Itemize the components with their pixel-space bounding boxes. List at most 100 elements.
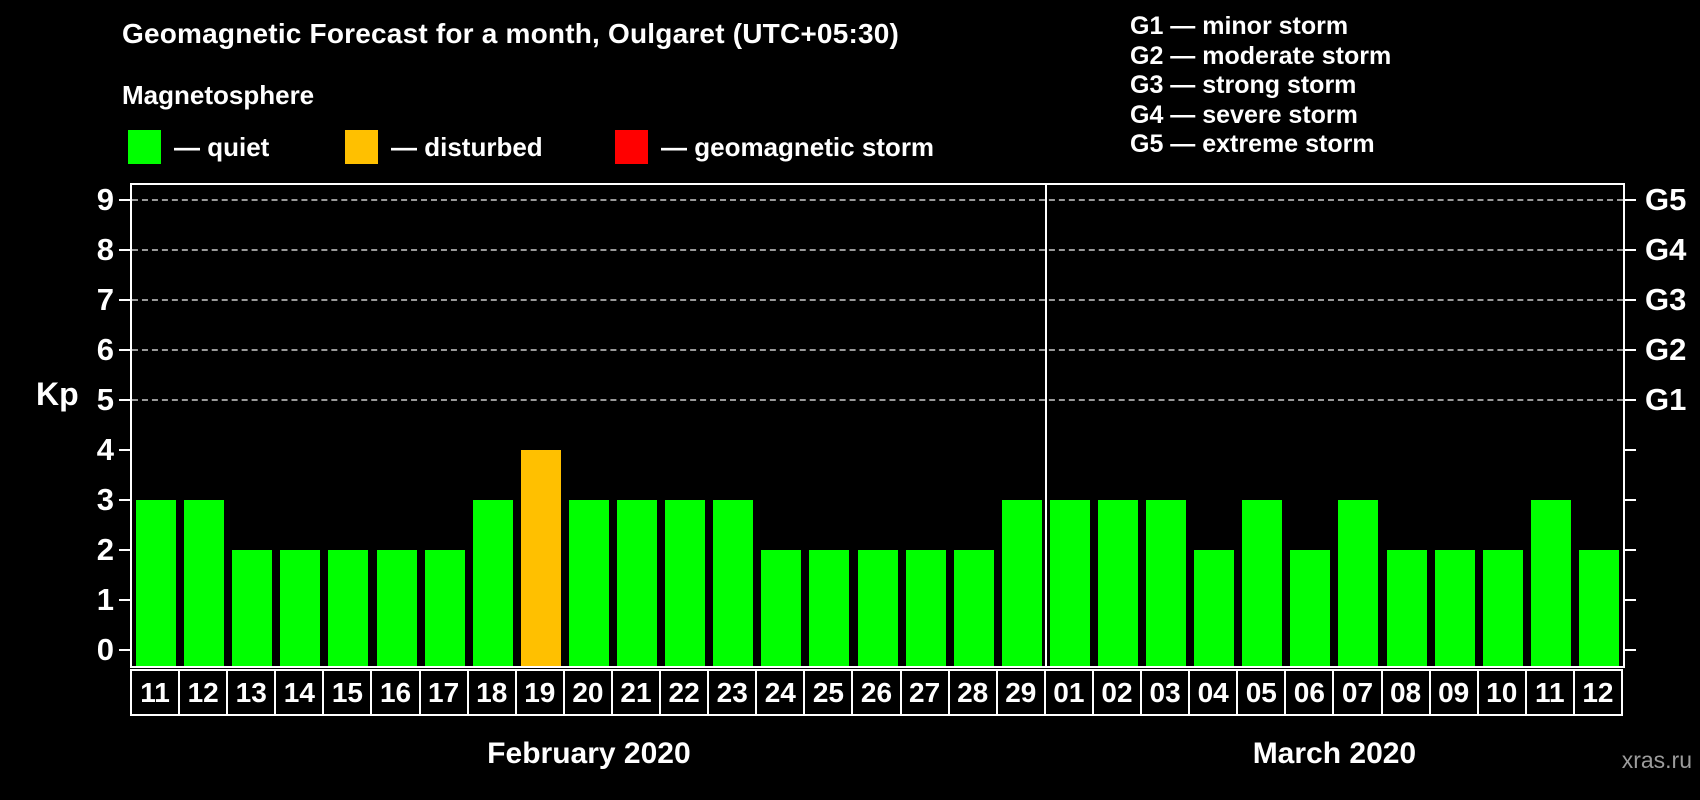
day-label: 05 — [1236, 669, 1287, 716]
kp-bar-day-11 — [136, 500, 177, 666]
kp-bar-day-19 — [520, 450, 561, 666]
y-tick-label-4: 4 — [96, 432, 114, 467]
kp-bar-day-28 — [953, 550, 994, 666]
y-tick-left-5 — [119, 399, 130, 401]
day-label: 29 — [995, 669, 1046, 716]
day-label: 01 — [1043, 669, 1094, 716]
kp-bar-day-22 — [665, 500, 706, 666]
legend-item-storm: — geomagnetic storm — [615, 130, 934, 164]
gridline-kp6 — [132, 349, 1623, 351]
day-label: 06 — [1284, 669, 1335, 716]
quiet-swatch-icon — [128, 130, 161, 164]
day-label: 07 — [1332, 669, 1383, 716]
month-separator-line — [1044, 183, 1047, 668]
y-tick-label-8: 8 — [96, 232, 114, 267]
gridline-kp8 — [132, 249, 1623, 251]
kp-bar-day-12 — [1578, 550, 1619, 666]
chart-subtitle: Magnetosphere — [122, 80, 315, 110]
watermark: xras.ru — [1621, 747, 1692, 773]
day-label: 12 — [1572, 669, 1623, 716]
kp-bar-day-29 — [1001, 500, 1042, 666]
day-label: 24 — [755, 669, 806, 716]
y-axis-title: Kp — [36, 376, 79, 412]
legend-label-quiet: — quiet — [174, 131, 270, 162]
day-label: 18 — [466, 669, 517, 716]
storm-scale-line-2: G2 — moderate storm — [1130, 41, 1392, 70]
day-label: 15 — [322, 669, 373, 716]
gridline-kp7 — [132, 299, 1623, 301]
day-label: 26 — [851, 669, 902, 716]
y-tick-left-8 — [119, 249, 130, 251]
storm-scale-line-4: G4 — severe storm — [1130, 100, 1358, 129]
y-tick-left-3 — [119, 499, 130, 501]
storm-swatch-icon — [615, 130, 648, 164]
kp-bar-day-16 — [376, 550, 417, 666]
kp-bar-day-02 — [1097, 500, 1138, 666]
y-tick-label-5: 5 — [96, 382, 114, 417]
right-axis-label-G4: G4 — [1645, 232, 1687, 267]
y-tick-right-1 — [1625, 599, 1636, 601]
kp-bar-day-15 — [328, 550, 369, 666]
storm-scale-line-5: G5 — extreme storm — [1130, 130, 1375, 158]
y-tick-label-1: 1 — [96, 582, 114, 617]
day-label: 08 — [1380, 669, 1431, 716]
kp-bar-day-21 — [617, 500, 658, 666]
day-label: 23 — [707, 669, 758, 716]
day-label: 13 — [226, 669, 277, 716]
y-tick-left-9 — [119, 199, 130, 201]
kp-bar-day-18 — [472, 500, 513, 666]
y-tick-label-2: 2 — [96, 532, 114, 567]
y-tick-right-8 — [1625, 249, 1636, 251]
day-label: 04 — [1188, 669, 1239, 716]
y-tick-left-6 — [119, 349, 130, 351]
legend-label-storm: — geomagnetic storm — [661, 131, 935, 162]
disturbed-swatch-icon — [345, 130, 378, 164]
day-label: 21 — [610, 669, 662, 716]
y-tick-label-7: 7 — [96, 282, 114, 317]
right-axis-label-G2: G2 — [1645, 332, 1687, 367]
day-label: 11 — [1524, 669, 1575, 716]
kp-bar-day-05 — [1242, 500, 1283, 666]
kp-bar-day-12 — [184, 500, 225, 666]
y-tick-left-1 — [119, 599, 130, 601]
day-label: 25 — [803, 669, 854, 716]
day-label: 16 — [370, 669, 421, 716]
day-label: 11 — [130, 669, 181, 716]
y-tick-left-7 — [119, 299, 130, 301]
day-label: 19 — [514, 669, 565, 716]
kp-bar-day-09 — [1434, 550, 1475, 666]
day-label: 14 — [274, 669, 325, 716]
kp-bar-day-11 — [1530, 500, 1571, 666]
y-tick-label-6: 6 — [96, 332, 114, 367]
kp-bar-day-27 — [905, 550, 946, 666]
y-tick-left-0 — [119, 649, 130, 651]
day-label: 03 — [1140, 669, 1191, 716]
kp-bar-day-04 — [1194, 550, 1235, 666]
day-label: 28 — [947, 669, 998, 716]
legend-item-disturbed: — disturbed — [345, 130, 543, 164]
day-label: 10 — [1476, 669, 1527, 716]
y-tick-label-9: 9 — [96, 182, 114, 217]
storm-scale-line-3: G3 — strong storm — [1130, 71, 1357, 99]
day-label: 09 — [1428, 669, 1479, 716]
kp-bar-day-07 — [1338, 500, 1379, 666]
y-tick-right-4 — [1625, 449, 1636, 451]
y-tick-right-2 — [1625, 549, 1636, 551]
y-tick-right-5 — [1625, 399, 1636, 401]
day-label: 20 — [562, 669, 613, 716]
storm-scale-line-1: G1 — minor storm — [1130, 12, 1349, 40]
day-label: 12 — [178, 669, 229, 716]
kp-bar-day-03 — [1146, 500, 1187, 666]
right-axis-label-G1: G1 — [1645, 382, 1687, 417]
storm-scale-legend: G1 — minor storm G2 — moderate storm G3 — … — [1130, 12, 1391, 160]
plot-area-border — [130, 183, 1625, 668]
kp-bar-day-01 — [1049, 500, 1090, 666]
y-tick-right-3 — [1625, 499, 1636, 501]
y-tick-right-0 — [1625, 649, 1636, 651]
kp-bar-day-06 — [1290, 550, 1331, 666]
y-tick-right-9 — [1625, 199, 1636, 201]
kp-bar-day-24 — [761, 550, 802, 666]
day-label: 22 — [659, 669, 710, 716]
y-tick-left-2 — [119, 549, 130, 551]
